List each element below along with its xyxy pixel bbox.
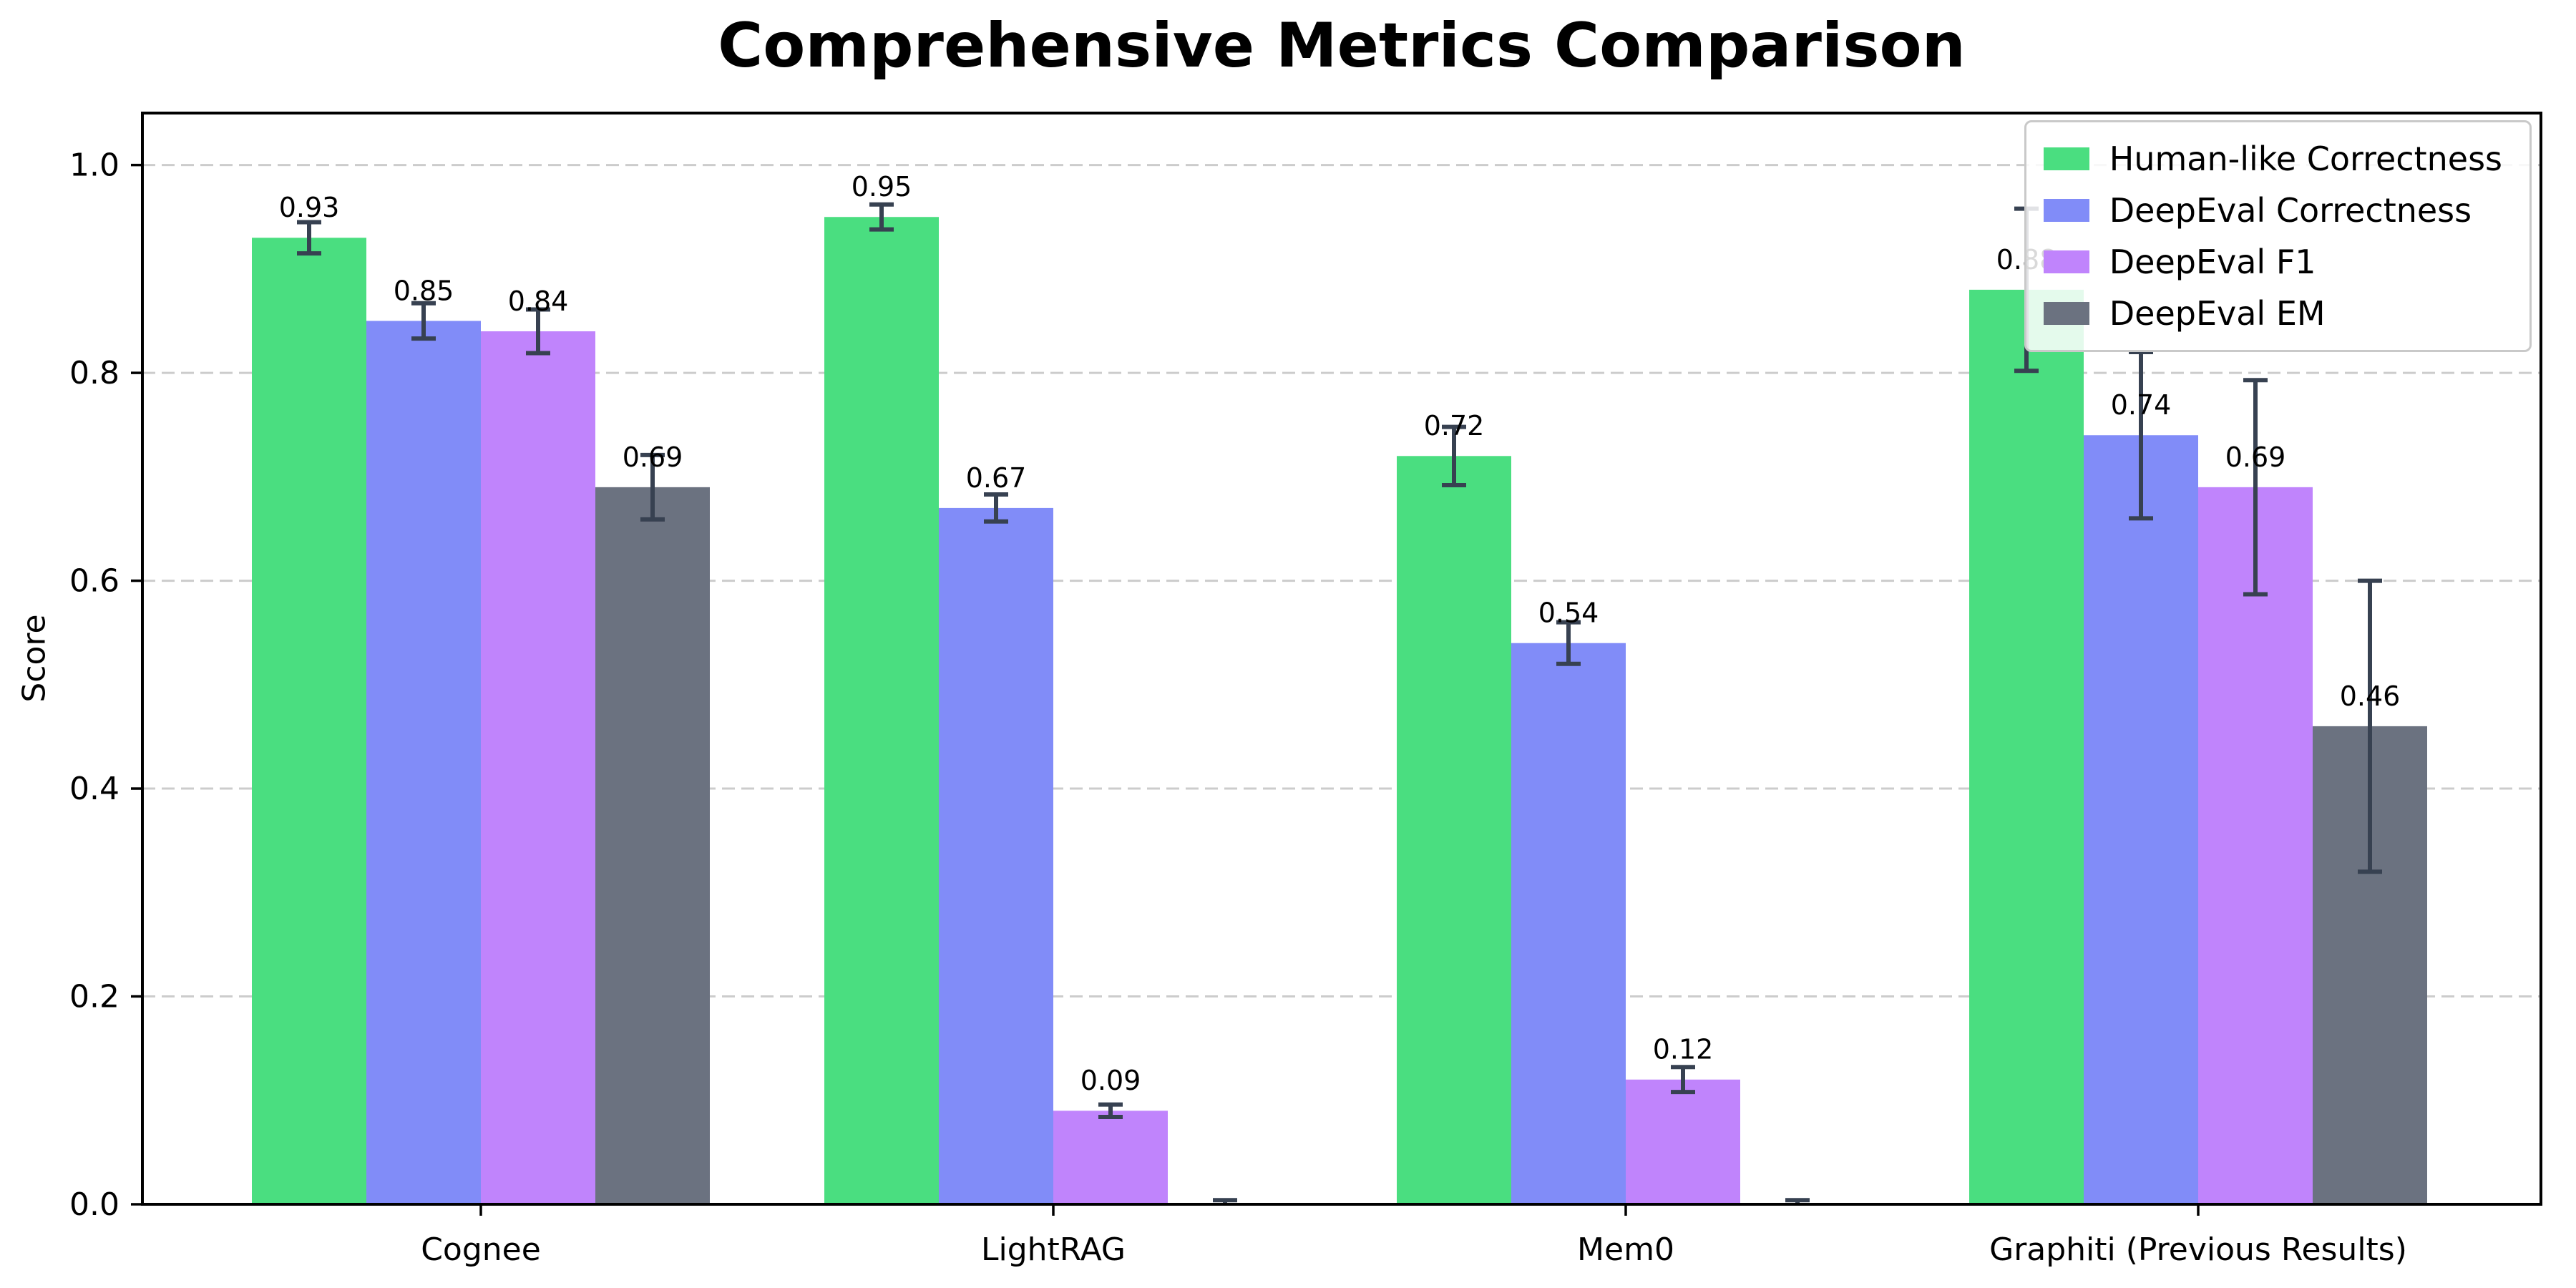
bar <box>595 487 710 1204</box>
legend-swatch <box>2043 250 2089 273</box>
bar-value-label: 0.46 <box>2340 680 2401 712</box>
bar-value-label: 0.12 <box>1653 1034 1714 1065</box>
legend-swatch <box>2043 147 2089 170</box>
bar-value-label: 0.85 <box>394 275 454 306</box>
bar-value-label: 0.69 <box>623 441 683 473</box>
legend-label: Human-like Correctness <box>2109 140 2502 178</box>
bar <box>2084 435 2198 1205</box>
bar-value-label: 0.09 <box>1080 1065 1141 1096</box>
legend-row: DeepEval Correctness <box>2043 188 2502 233</box>
chart-title: Comprehensive Metrics Comparison <box>718 10 1966 82</box>
bar <box>1053 1111 1168 1204</box>
x-tick-label: LightRAG <box>981 1231 1126 1268</box>
legend-label: DeepEval EM <box>2109 294 2326 333</box>
y-tick-label: 0.4 <box>69 771 119 807</box>
legend-label: DeepEval F1 <box>2109 243 2316 281</box>
y-tick-label: 0.6 <box>69 563 119 600</box>
y-tick-label: 0.8 <box>69 355 119 391</box>
bar <box>1969 289 2084 1204</box>
bar <box>1626 1079 1740 1204</box>
bar-value-label: 0.72 <box>1424 410 1485 441</box>
bar-value-label: 0.74 <box>2111 389 2172 421</box>
legend-row: DeepEval EM <box>2043 291 2502 336</box>
y-tick-label: 1.0 <box>69 147 119 184</box>
bar-value-label: 0.54 <box>1538 597 1599 629</box>
legend-row: DeepEval F1 <box>2043 240 2502 284</box>
bar-value-label: 0.67 <box>966 462 1027 494</box>
bar <box>481 331 595 1204</box>
legend-swatch <box>2043 302 2089 325</box>
bar <box>824 217 939 1205</box>
y-tick-label: 0.0 <box>69 1186 119 1223</box>
x-tick-label: Mem0 <box>1577 1231 1674 1268</box>
bar-value-label: 0.69 <box>2225 441 2286 473</box>
plot-border <box>141 112 2542 1206</box>
bar-value-label: 0.93 <box>279 192 340 223</box>
bar <box>939 507 1053 1204</box>
bar <box>1397 456 1511 1205</box>
legend: Human-like Correctness DeepEval Correctne… <box>2024 120 2532 352</box>
bar-value-label: 0.84 <box>508 286 569 317</box>
legend-label: DeepEval Correctness <box>2109 191 2472 230</box>
legend-swatch <box>2043 199 2089 222</box>
legend-row: Human-like Correctness <box>2043 137 2502 181</box>
x-tick-label: Graphiti (Previous Results) <box>1989 1231 2407 1268</box>
x-tick-label: Cognee <box>421 1231 541 1268</box>
bar <box>252 238 366 1205</box>
bar <box>2198 487 2313 1204</box>
bar <box>1511 643 1626 1204</box>
bar <box>366 321 481 1204</box>
bar-value-label: 0.95 <box>852 171 912 203</box>
y-tick-label: 0.2 <box>69 979 119 1015</box>
